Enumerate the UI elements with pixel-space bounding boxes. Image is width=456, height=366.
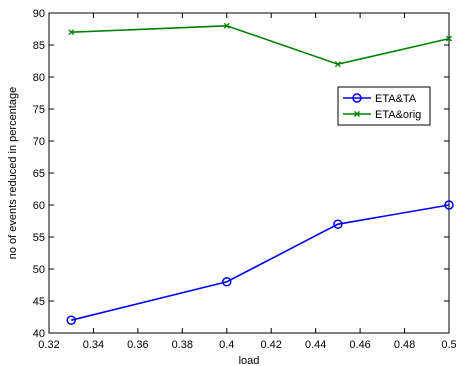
series-line-eta-ta xyxy=(71,204,450,321)
x-tick-label: 0.36 xyxy=(127,339,148,351)
y-tick-label: 90 xyxy=(33,8,45,20)
y-tick-label: 85 xyxy=(33,40,45,52)
x-tick-label: 0.5 xyxy=(441,339,456,351)
data-point-eta-ta xyxy=(444,200,454,210)
data-point-eta-orig-stroke xyxy=(446,35,452,42)
y-tick-label: 70 xyxy=(33,136,45,148)
x-axis-ticks: 0.32 0.34 0.36 0.38 0.4 0.42 0.44 0.46 0.48 0.5 xyxy=(38,13,456,351)
data-point-eta-orig xyxy=(68,29,75,36)
y-tick-label: 55 xyxy=(33,232,45,244)
x-tick-label: 0.44 xyxy=(305,339,326,351)
y-tick-label: 75 xyxy=(33,104,45,116)
x-tick-label: 0.4 xyxy=(219,339,234,351)
y-tick-label: 40 xyxy=(33,328,45,340)
y-tick-label: 65 xyxy=(33,168,45,180)
legend-marker-eta-ta xyxy=(352,93,362,103)
data-point-eta-orig-stroke xyxy=(223,22,230,29)
x-tick-label: 0.46 xyxy=(349,339,370,351)
series-layer xyxy=(66,22,454,325)
data-point-eta-orig xyxy=(334,61,341,68)
data-point-eta-ta xyxy=(222,277,232,287)
legend-box xyxy=(337,86,431,126)
data-point-eta-orig xyxy=(446,35,452,42)
x-tick-label: 0.48 xyxy=(394,339,415,351)
y-tick-label: 80 xyxy=(33,72,45,84)
legend-label-eta-ta: ETA&TA xyxy=(375,93,417,105)
y-tick-label: 50 xyxy=(33,264,45,276)
data-point-eta-ta xyxy=(66,315,76,325)
series-line-eta-orig xyxy=(71,24,450,66)
data-point-eta-orig xyxy=(223,22,230,29)
data-point-eta-orig-stroke xyxy=(68,29,75,36)
data-point-eta-orig-stroke xyxy=(334,61,341,68)
y-axis-ticks: 40 45 50 55 60 65 70 75 80 85 90 xyxy=(33,8,449,340)
y-tick-label: 45 xyxy=(33,296,45,308)
x-tick-label: 0.34 xyxy=(83,339,104,351)
legend: ETA&TA ETA&orig xyxy=(337,86,431,126)
legend-marker-eta-orig xyxy=(354,111,360,117)
y-tick-label: 60 xyxy=(33,200,45,212)
x-tick-label: 0.32 xyxy=(38,339,59,351)
legend-label-eta-orig: ETA&orig xyxy=(375,109,421,121)
x-tick-label: 0.38 xyxy=(172,339,193,351)
y-axis-label: no of events reduced in percentage xyxy=(7,87,19,259)
x-tick-label: 0.42 xyxy=(261,339,282,351)
data-point-eta-ta xyxy=(333,219,343,229)
legend-marker-eta-orig-stroke xyxy=(354,111,360,117)
x-axis-label: load xyxy=(239,355,260,366)
plot-area xyxy=(48,12,450,334)
